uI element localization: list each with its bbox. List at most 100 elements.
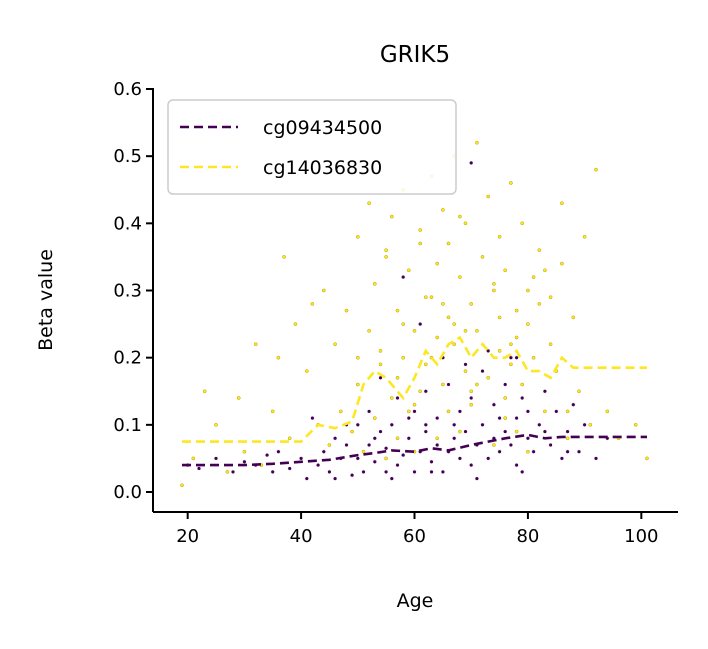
data-point	[180, 483, 184, 488]
data-point	[475, 382, 479, 387]
data-point	[531, 449, 536, 454]
data-point	[514, 335, 519, 340]
data-point	[458, 214, 462, 219]
data-point	[355, 456, 360, 461]
data-point	[282, 255, 286, 259]
data-point	[298, 456, 304, 461]
data-point	[531, 275, 536, 279]
data-point	[480, 255, 485, 259]
data-point	[242, 449, 247, 454]
data-point	[514, 308, 519, 313]
data-point	[514, 415, 519, 421]
data-point	[412, 328, 417, 333]
data-point	[418, 228, 423, 232]
data-point	[378, 362, 383, 367]
y-tick-label: 0.1	[113, 415, 142, 436]
data-point	[418, 321, 423, 327]
data-point	[542, 429, 548, 434]
data-point	[406, 415, 411, 421]
data-point	[270, 469, 275, 475]
data-point	[525, 409, 531, 414]
data-point	[514, 355, 519, 360]
data-point	[457, 456, 463, 461]
data-point	[446, 315, 451, 320]
data-point	[469, 389, 474, 394]
data-point	[542, 389, 548, 394]
data-point	[565, 409, 570, 414]
data-point	[588, 422, 593, 427]
data-point	[253, 342, 258, 347]
data-point	[304, 369, 309, 373]
data-point	[395, 436, 400, 441]
trend-line	[182, 335, 647, 443]
data-point	[474, 476, 480, 481]
data-point	[315, 462, 321, 468]
data-point	[401, 274, 406, 280]
data-point	[469, 395, 474, 401]
data-point	[492, 443, 496, 447]
data-point	[458, 429, 462, 434]
data-point	[497, 349, 502, 353]
data-point	[463, 429, 468, 434]
data-point	[429, 469, 434, 475]
data-point	[350, 429, 354, 434]
data-point	[264, 452, 270, 458]
data-point	[554, 409, 559, 414]
data-point	[452, 422, 457, 427]
data-point	[469, 402, 474, 407]
data-point	[367, 201, 371, 206]
data-point	[441, 302, 445, 306]
data-point	[389, 476, 394, 481]
data-point	[366, 409, 372, 414]
data-point	[531, 355, 536, 360]
data-point	[514, 429, 519, 434]
data-point	[276, 449, 281, 454]
data-point	[452, 322, 457, 326]
data-point	[548, 295, 553, 300]
data-point	[327, 469, 332, 475]
data-point	[213, 456, 219, 461]
data-point	[503, 429, 508, 434]
data-point	[378, 429, 383, 434]
legend-label: cg09434500	[263, 117, 382, 139]
data-point	[452, 436, 457, 441]
data-point	[395, 375, 400, 380]
data-point	[383, 469, 389, 475]
trend-lines	[182, 335, 647, 467]
data-point	[537, 248, 542, 253]
data-point	[486, 375, 491, 380]
data-point	[576, 449, 582, 454]
data-point	[389, 396, 394, 400]
data-point	[503, 382, 508, 387]
data-point	[503, 416, 508, 420]
data-point	[327, 443, 332, 447]
data-point	[446, 241, 451, 246]
data-point	[321, 449, 326, 454]
data-point	[423, 429, 428, 434]
data-point	[395, 395, 400, 401]
data-point	[435, 415, 440, 421]
data-point	[236, 396, 241, 400]
data-point	[463, 328, 468, 333]
data-point	[372, 416, 377, 420]
data-point	[191, 456, 196, 461]
data-point	[559, 456, 565, 461]
data-point	[441, 382, 445, 387]
data-point	[372, 459, 377, 464]
data-point	[355, 382, 360, 387]
data-point	[469, 302, 474, 306]
data-point	[214, 422, 218, 427]
data-point	[526, 322, 530, 326]
data-point	[543, 268, 547, 273]
x-tick-label: 60	[403, 526, 426, 547]
data-point	[509, 181, 513, 185]
data-point	[480, 368, 485, 374]
data-point	[492, 288, 496, 293]
data-point	[548, 442, 553, 448]
data-point	[441, 208, 445, 212]
data-point	[565, 429, 570, 434]
data-point	[361, 449, 366, 454]
y-tick-label: 0.0	[113, 482, 142, 503]
data-point	[332, 476, 338, 481]
data-point	[423, 422, 428, 427]
